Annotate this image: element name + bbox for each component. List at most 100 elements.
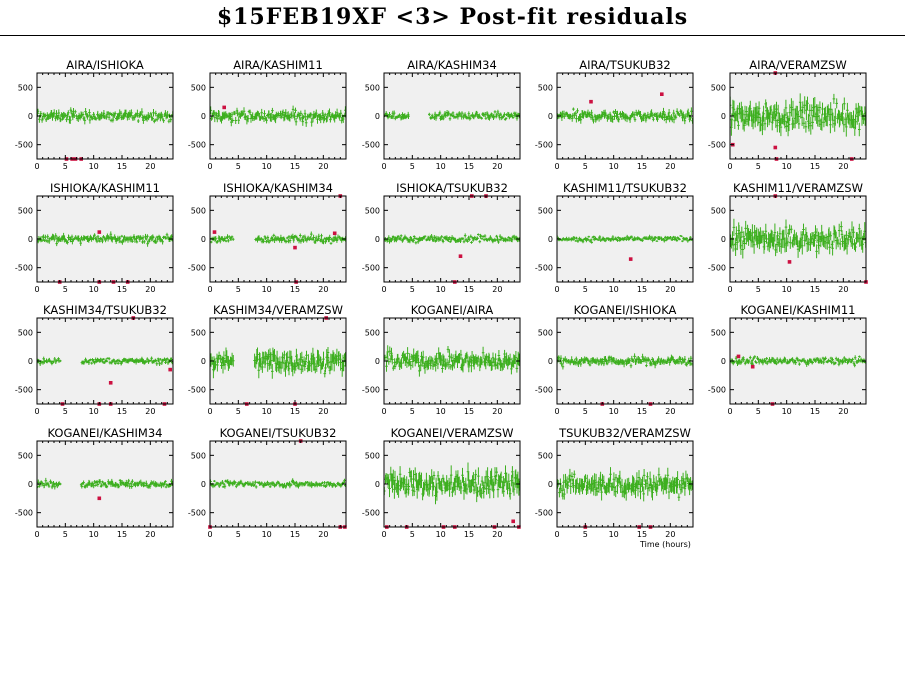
panel-title: ISHIOKA/KASHIM34 bbox=[223, 181, 333, 195]
x-tick-label: 20 bbox=[665, 285, 675, 294]
x-tick-label: 15 bbox=[290, 162, 300, 171]
x-tick-label: 20 bbox=[492, 407, 502, 416]
x-tick-label: 20 bbox=[665, 162, 675, 171]
y-tick-label: 500 bbox=[18, 328, 33, 337]
page-title: $15FEB19XF <3> Post-fit residuals bbox=[216, 4, 689, 30]
x-axis-label: Time (hours) bbox=[640, 540, 691, 549]
x-tick-label: 0 bbox=[207, 530, 212, 539]
panel-title: AIRA/KASHIM34 bbox=[407, 58, 497, 72]
x-tick-label: 10 bbox=[436, 285, 446, 294]
outlier-point bbox=[97, 230, 102, 234]
x-tick-label: 15 bbox=[637, 285, 647, 294]
panel-title: KOGANEI/TSUKUB32 bbox=[220, 426, 337, 440]
x-tick-label: 10 bbox=[436, 530, 446, 539]
y-tick-label: 0 bbox=[548, 480, 553, 489]
residual-panel: KOGANEI/KASHIM11 500 0 -500 0 5 10 15 20 bbox=[708, 303, 867, 416]
y-tick-label: 0 bbox=[548, 235, 553, 244]
y-tick-label: 500 bbox=[18, 83, 33, 92]
x-tick-label: 5 bbox=[410, 162, 415, 171]
x-tick-label: 15 bbox=[637, 530, 647, 539]
panel-title: KOGANEI/KASHIM34 bbox=[48, 426, 163, 440]
residual-panel: AIRA/TSUKUB32 500 0 -500 0 5 10 15 20 bbox=[535, 58, 694, 171]
x-tick-label: 0 bbox=[207, 162, 212, 171]
x-tick-label: 5 bbox=[63, 407, 68, 416]
y-tick-label: -500 bbox=[362, 141, 380, 150]
x-tick-label: 20 bbox=[318, 285, 328, 294]
x-tick-label: 15 bbox=[117, 285, 127, 294]
y-tick-label: 500 bbox=[191, 206, 206, 215]
x-tick-label: 0 bbox=[727, 407, 732, 416]
residual-panel: ISHIOKA/KASHIM11 500 0 -500 0 5 10 15 20 bbox=[15, 181, 174, 294]
panel-title: KOGANEI/AIRA bbox=[411, 303, 494, 317]
residual-points bbox=[384, 345, 520, 377]
panel-title: ISHIOKA/KASHIM11 bbox=[50, 181, 160, 195]
y-tick-label: 0 bbox=[721, 235, 726, 244]
y-tick-label: -500 bbox=[188, 386, 206, 395]
x-tick-label: 10 bbox=[782, 162, 792, 171]
x-tick-label: 0 bbox=[727, 285, 732, 294]
x-tick-label: 20 bbox=[492, 162, 502, 171]
y-tick-label: 500 bbox=[538, 83, 553, 92]
outlier-point bbox=[773, 145, 778, 150]
panel-title: KASHIM11/VERAMZSW bbox=[733, 181, 863, 195]
outlier-point bbox=[212, 230, 217, 234]
x-tick-label: 0 bbox=[34, 407, 39, 416]
y-tick-label: -500 bbox=[15, 509, 33, 518]
y-tick-label: -500 bbox=[708, 386, 726, 395]
residual-points bbox=[210, 105, 346, 127]
y-tick-label: 500 bbox=[538, 328, 553, 337]
x-tick-label: 20 bbox=[318, 407, 328, 416]
y-tick-label: 0 bbox=[548, 112, 553, 121]
y-tick-label: 500 bbox=[365, 328, 380, 337]
panel-title: ISHIOKA/TSUKUB32 bbox=[396, 181, 508, 195]
x-tick-label: 20 bbox=[145, 407, 155, 416]
x-tick-label: 5 bbox=[63, 530, 68, 539]
x-tick-label: 5 bbox=[63, 162, 68, 171]
y-tick-label: 0 bbox=[201, 112, 206, 121]
x-tick-label: 0 bbox=[554, 285, 559, 294]
x-tick-label: 20 bbox=[838, 407, 848, 416]
y-tick-label: 0 bbox=[28, 480, 33, 489]
x-tick-label: 15 bbox=[810, 162, 820, 171]
x-tick-label: 0 bbox=[554, 407, 559, 416]
y-tick-label: -500 bbox=[188, 264, 206, 273]
y-tick-label: 500 bbox=[538, 206, 553, 215]
y-tick-label: -500 bbox=[535, 264, 553, 273]
residual-series bbox=[384, 345, 520, 377]
title-rule bbox=[0, 35, 905, 36]
x-tick-label: 0 bbox=[207, 285, 212, 294]
x-tick-label: 0 bbox=[727, 162, 732, 171]
x-tick-label: 5 bbox=[756, 285, 761, 294]
y-tick-label: -500 bbox=[708, 264, 726, 273]
y-tick-label: 500 bbox=[711, 328, 726, 337]
x-tick-label: 0 bbox=[34, 530, 39, 539]
x-tick-label: 15 bbox=[637, 407, 647, 416]
residual-panel: AIRA/VERAMZSW 500 0 -500 0 5 10 15 20 bbox=[708, 58, 867, 171]
x-tick-label: 5 bbox=[236, 285, 241, 294]
x-tick-label: 15 bbox=[290, 530, 300, 539]
x-tick-label: 10 bbox=[262, 285, 272, 294]
residual-panel: KOGANEI/AIRA 500 0 -500 0 5 10 15 20 bbox=[362, 303, 521, 416]
y-tick-label: 0 bbox=[375, 357, 380, 366]
outlier-point bbox=[332, 231, 337, 236]
x-tick-label: 0 bbox=[381, 530, 386, 539]
x-tick-label: 20 bbox=[492, 530, 502, 539]
x-tick-label: 15 bbox=[464, 162, 474, 171]
y-tick-label: 500 bbox=[18, 451, 33, 460]
x-tick-label: 10 bbox=[782, 407, 792, 416]
y-tick-label: -500 bbox=[362, 264, 380, 273]
x-tick-label: 5 bbox=[756, 407, 761, 416]
x-tick-label: 20 bbox=[145, 162, 155, 171]
x-tick-label: 15 bbox=[290, 285, 300, 294]
outlier-point bbox=[293, 245, 297, 250]
x-tick-label: 15 bbox=[464, 285, 474, 294]
x-tick-label: 15 bbox=[290, 407, 300, 416]
y-tick-label: -500 bbox=[15, 141, 33, 150]
residual-panel: KASHIM11/VERAMZSW 500 0 -500 0 5 10 15 20 bbox=[708, 181, 868, 294]
x-tick-label: 0 bbox=[381, 162, 386, 171]
y-tick-label: 0 bbox=[375, 112, 380, 121]
y-tick-label: 0 bbox=[721, 112, 726, 121]
y-tick-label: -500 bbox=[188, 509, 206, 518]
y-tick-label: 500 bbox=[191, 83, 206, 92]
x-tick-label: 10 bbox=[89, 162, 99, 171]
